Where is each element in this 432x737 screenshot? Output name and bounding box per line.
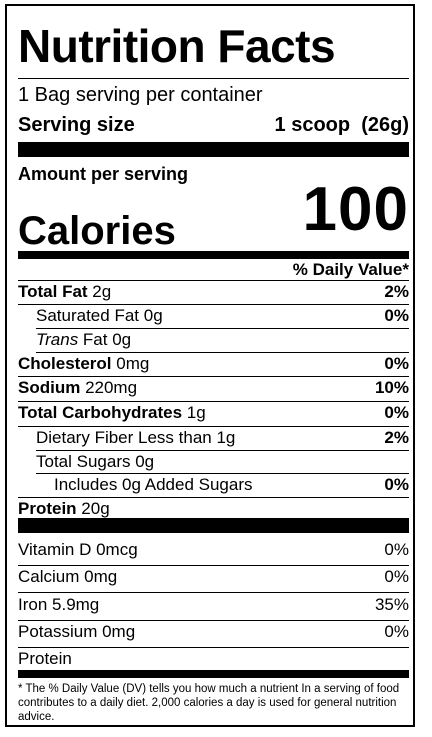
divider-thin [18,497,409,498]
nutrient-name: Protein 20g [18,499,110,519]
vitamin-row: Iron 5.9mg 35% [18,595,409,615]
serving-size-value: 1 scoop (26g) [274,114,409,136]
nutrient-row: Total Sugars 0g [18,452,409,472]
vitamin-daily-value: 0% [384,567,409,586]
vitamin-name: Calcium 0mg [18,567,118,586]
nutrient-amount: 2g [87,282,112,301]
divider-thin [36,328,409,329]
nutrient-row: Protein 20g [18,499,409,519]
divider-thin [18,280,409,281]
vitamin-daily-value: 35% [374,595,409,614]
nutrient-label: Saturated Fat [36,306,140,325]
nutrient-amount: 1g [182,403,206,422]
nutrient-row: Includes 0g Added Sugars 0% [18,475,409,495]
divider-thick [18,518,409,533]
nutrient-row: Total Fat 2g 2% [18,282,409,302]
nutrient-name: Dietary Fiber Less than 1g [36,428,235,448]
servings-per-container: 1 Bag serving per container [18,84,409,107]
divider-thin [18,78,409,79]
nutrient-daily-value: 0% [384,475,409,494]
vitamin-row: Potassium 0mg 0% [18,622,409,642]
nutrient-name: Total Sugars 0g [36,452,154,472]
nutrient-daily-value: 0% [384,306,409,325]
nutrient-label: Protein [18,499,77,518]
nutrient-name: Saturated Fat 0g [36,306,163,326]
divider-thin [36,352,409,353]
servings-text: 1 Bag serving per container [18,84,263,106]
calories-label: Calories [18,209,176,253]
daily-value-header-text: % Daily Value* [292,260,409,279]
amount-per-serving: Amount per serving [18,164,409,185]
nutrient-label: Cholesterol [18,354,112,373]
nutrient-label: Total Sugars [36,452,131,471]
vitamin-daily-value: 0% [384,540,409,559]
nutrient-label: Includes 0g Added Sugars [54,475,253,494]
nutrient-daily-value: 0% [384,403,409,422]
nutrient-name: Cholesterol 0mg [18,354,149,374]
nutrient-daily-value: 2% [384,428,409,447]
divider-thin [18,376,409,377]
nutrient-daily-value: 10% [374,378,409,397]
nutrient-row: Total Carbohydrates 1g 0% [18,403,409,423]
nutrient-label: Total Fat [18,282,88,301]
label-title: Nutrition Facts [18,20,336,72]
vitamin-name: Protein [18,649,72,668]
vitamin-name: Vitamin D 0mcg [18,540,138,559]
serving-size-label: Serving size [18,114,135,136]
divider-thin [18,426,409,427]
nutrient-amount: Fat 0g [78,330,132,349]
divider-thin [18,647,409,648]
nutrient-label: Dietary Fiber Less than [36,428,212,447]
divider-thin [18,304,409,305]
amount-per-serving-label: Amount per serving [18,164,189,184]
daily-value-header: % Daily Value* [18,260,409,280]
divider-thin [18,592,409,593]
nutrient-row: Sodium 220mg 10% [18,378,409,398]
divider-thin [18,620,409,621]
divider-thin [36,450,409,451]
nutrient-name: Sodium 220mg [18,378,137,398]
serving-size-row: Serving size 1 scoop (26g) [18,114,409,137]
calories-row: Calories 100 [18,174,409,253]
vitamin-row: Protein [18,649,409,669]
nutrient-name: Trans Fat 0g [36,330,131,350]
vitamin-name: Potassium 0mg [18,622,136,641]
nutrient-amount: 0g [130,452,155,471]
nutrient-daily-value: 0% [384,354,409,373]
divider-thick [18,142,409,157]
nutrient-row: Saturated Fat 0g 0% [18,306,409,326]
nutrient-row: Cholesterol 0mg 0% [18,354,409,374]
footnote: * The % Daily Value (DV) tells you how m… [18,683,400,723]
nutrient-amount: 20g [76,499,110,518]
nutrient-name: Total Carbohydrates 1g [18,403,206,423]
nutrient-label: Trans [36,330,79,349]
nutrient-row: Trans Fat 0g [18,330,409,350]
divider-thin [18,401,409,402]
nutrient-daily-value: 2% [384,282,409,301]
divider-thin [36,473,409,474]
vitamin-daily-value: 0% [384,622,409,641]
nutrient-name: Includes 0g Added Sugars [54,475,252,495]
nutrient-amount: 0g [139,306,163,325]
nutrient-amount: 0mg [111,354,150,373]
vitamin-row: Vitamin D 0mcg 0% [18,540,409,560]
nutrient-amount: 220mg [80,378,138,397]
nutrient-label: Sodium [18,378,81,397]
nutrient-label: Total Carbohydrates [18,403,183,422]
calories-value: 100 [302,175,409,244]
nutrition-label: Nutrition Facts 1 Bag serving per contai… [5,4,415,727]
nutrient-name: Total Fat 2g [18,282,111,302]
vitamin-name: Iron 5.9mg [18,595,100,614]
nutrient-amount: 1g [211,428,236,447]
vitamin-row: Calcium 0mg 0% [18,567,409,587]
nutrient-row: Dietary Fiber Less than 1g 2% [18,428,409,448]
divider-thin [18,565,409,566]
divider-medium [18,670,409,678]
divider-medium [18,251,409,259]
